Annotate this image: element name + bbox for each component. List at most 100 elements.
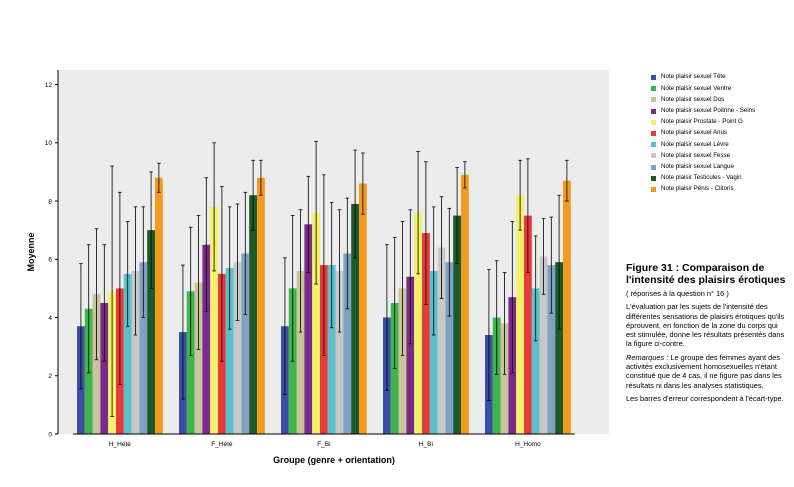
legend-label: Note plaisir sexuel Tête [661,73,726,81]
legend-swatch [651,119,656,125]
bar [139,262,148,434]
bar [257,177,265,434]
error-bar [557,194,561,330]
x-axis-title: Groupe (genre + orientation) [273,455,395,465]
error-bar [235,203,240,321]
error-bar [385,244,389,391]
error-bar [141,206,146,318]
error-bar [345,197,350,310]
x-tick-label: H_Hété [109,441,131,448]
error-bar [125,221,130,327]
legend-item: Note plaisir Prostate - Point G [651,117,791,128]
legend-item: Note plaisir sexuel Lèvre [651,139,791,150]
y-tick-label: 0 [48,431,52,438]
bar [327,265,336,434]
legend-label: Note plaisir sexuel Langue [661,162,734,170]
legend-swatch [651,97,656,103]
error-bar [447,207,452,317]
legend-item: Note plaisir sexuel Fesse [651,150,791,161]
bar [202,244,211,434]
legend-item: Note plaisir sexuel Poitrine - Seins [651,106,791,117]
bar [492,317,501,434]
error-bar [510,221,515,374]
error-bar [110,165,114,417]
y-tick-label: 6 [48,257,52,264]
legend-swatch [651,108,656,114]
bar [422,233,430,434]
error-bar [526,158,530,273]
bar [461,174,469,434]
error-bar [463,161,467,189]
legend-swatch [651,75,656,81]
error-bar [157,162,161,193]
y-tick-label: 8 [48,198,52,205]
error-bar [329,202,334,329]
legend-item: Note plaisir Pénis - Clitoris [651,184,791,195]
bar [210,206,218,434]
legend-item: Note plaisir sexuel Dos [651,94,791,105]
error-bar [416,151,420,275]
bar [555,262,563,434]
error-bar [243,191,248,316]
error-bar [86,244,91,374]
error-bar [408,209,413,345]
bar [453,215,461,434]
error-bar [212,142,216,272]
error-bar [133,206,138,336]
legend-swatch [651,186,656,192]
error-bar [298,209,303,333]
legend-label: Note plaisir Prostate - Point G [661,118,743,126]
y-tick-label: 12 [45,82,53,89]
error-bar [149,171,153,289]
error-bar [533,235,538,342]
figure-title: Figure 31 : Comparaison de l'intensité d… [626,262,786,286]
x-tick-label: H_Bi [419,441,433,448]
bar [406,276,415,434]
bar [351,203,359,434]
bar [398,288,407,434]
error-bar [487,269,491,401]
legend-label: Note plaisir sexuel Fesse [661,151,731,159]
legend-swatch [651,131,656,137]
bar [437,247,446,434]
error-bar [439,196,444,299]
bar [312,212,320,434]
legend-item: Note plaisir Testicules - Vagin [651,173,791,184]
bar [194,282,203,434]
bar [343,253,352,434]
bar [225,268,234,434]
error-bar [549,216,554,314]
remark-text: : Le groupe des femmes ayant des activit… [626,352,782,390]
legend-label: Note plaisir Testicules - Vagin [661,174,742,182]
error-bar [220,186,224,362]
error-bar [392,237,397,369]
caption-paragraph: L'évaluation par les sujets de l'intensi… [626,302,785,349]
bar [547,265,556,434]
error-bar [494,260,499,375]
axes-layer: 0 2 4 6 8 10 12 H_Hété F_Hété F_Bi H_Bi H_Homo [45,70,575,448]
legend-label: Note plaisir sexuel Anus [661,129,728,137]
error-bar [251,159,255,231]
bar [516,195,524,434]
bar [524,215,532,434]
y-tick-label: 4 [48,315,52,322]
error-bar [455,167,459,265]
legend-label: Note plaisir sexuel Ventre [661,84,732,92]
error-bar [188,226,193,356]
bar [155,177,163,434]
error-bar [204,177,209,313]
legend-label: Note plaisir sexuel Lèvre [661,140,729,148]
error-bar [353,149,357,259]
error-bar [227,206,232,330]
error-bar [314,140,318,285]
bar [539,256,548,434]
caption-remark: Remarques : Le groupe des femmes ayant d… [626,353,786,390]
error-bar [361,152,365,215]
figure-subtitle: ( réponses à la question n° 16 ) [626,289,729,298]
error-bar [424,161,428,305]
legend: Note plaisir sexuel Tête Note plaisir sex… [651,72,791,195]
bar [100,302,109,434]
figure-caption: Figure 31 : Comparaison de l'intensité d… [626,262,786,407]
legend-swatch [651,86,656,92]
bars-layer [77,140,571,434]
